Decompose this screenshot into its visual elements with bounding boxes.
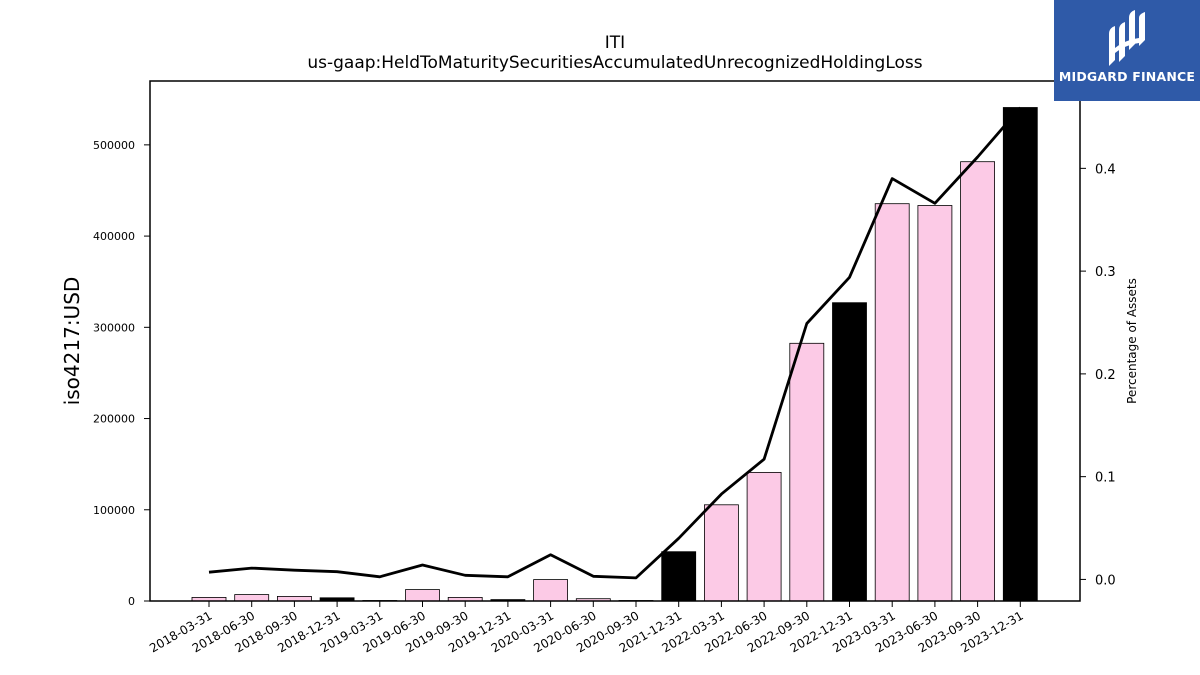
y-axis-ticks: 0 100000 200000 300000 400000 500000 (93, 139, 150, 608)
y-tick-label: 400000 (93, 230, 135, 243)
chart-subtitle: us-gaap:HeldToMaturitySecuritiesAccumula… (307, 53, 922, 73)
bar-2018-06-30 (234, 594, 270, 602)
bar-2023-06-30 (917, 205, 953, 602)
bar-2022-09-30 (789, 342, 825, 602)
y-tick-label: 300000 (93, 321, 135, 334)
y2-tick-label: 0.3 (1095, 265, 1116, 280)
bar-2022-03-31 (704, 504, 739, 602)
bar-2022-12-31 (832, 302, 867, 602)
percent-line-layer (208, 106, 1022, 580)
plot-frame (149, 80, 1081, 602)
bar-2023-09-30 (960, 161, 995, 602)
y-tick-label: 100000 (93, 504, 135, 517)
y2-axis-label: Percentage of Assets (1125, 278, 1139, 404)
y-tick-label: 200000 (93, 413, 135, 426)
bar-2021-12-31 (661, 551, 697, 602)
x-axis-ticks: 2018-03-312018-06-302018-09-302018-12-31… (147, 601, 1026, 655)
bar-2019-06-30 (405, 589, 440, 602)
percent-of-assets-line (208, 106, 1022, 580)
y-tick-label: 0 (128, 595, 135, 608)
y2-tick-label: 0.4 (1095, 162, 1116, 177)
y-axis-label: iso4217:USD (60, 277, 84, 406)
midgard-finance-logo: MIDGARD FINANCE (1054, 0, 1200, 101)
bar-2023-03-31 (874, 203, 910, 602)
logo-text: MIDGARD FINANCE (1058, 69, 1196, 84)
y-tick-label: 500000 (93, 139, 135, 152)
bar-2022-06-30 (746, 471, 782, 602)
logo-mark-icon (1109, 10, 1145, 66)
bar-2020-03-31 (533, 579, 568, 602)
y2-tick-label: 0.1 (1095, 471, 1116, 486)
y2-tick-label: 0.2 (1095, 368, 1116, 383)
bars (191, 107, 1038, 602)
y2-tick-label: 0.0 (1095, 573, 1116, 588)
chart-title: ITI (605, 33, 625, 53)
bar-2023-12-31 (1002, 107, 1038, 602)
y2-axis-ticks: 0.0 0.1 0.2 0.3 0.4 (1080, 162, 1116, 588)
